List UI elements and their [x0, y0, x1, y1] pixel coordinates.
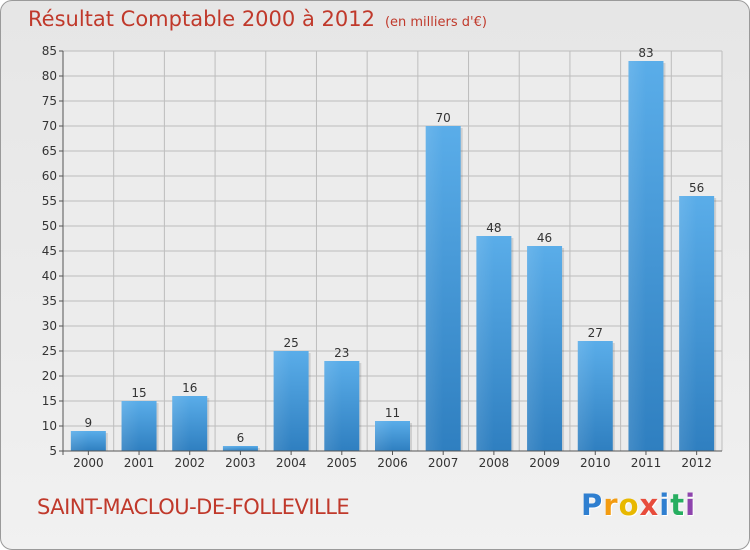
logo-letter: t [670, 488, 686, 522]
bar-value-label: 16 [182, 381, 197, 395]
x-tick-label: 2000 [73, 456, 104, 470]
x-tick-label: 2007 [428, 456, 459, 470]
chart-title-text: Résultat Comptable 2000 à 2012 [28, 7, 375, 31]
bar-highlight [222, 446, 241, 451]
bar-highlight [70, 431, 89, 451]
x-tick-label: 2003 [225, 456, 256, 470]
y-tick-label: 65 [42, 144, 57, 158]
y-tick-label: 50 [42, 219, 57, 233]
x-tick-label: 2001 [124, 456, 155, 470]
y-tick-label: 70 [42, 119, 57, 133]
bar-value-label: 46 [537, 231, 552, 245]
x-tick-label: 2010 [580, 456, 611, 470]
bar-value-label: 83 [638, 46, 653, 60]
y-tick-label: 40 [42, 269, 57, 283]
chart-title: Résultat Comptable 2000 à 2012 (en millie… [28, 7, 487, 31]
bar-highlight [577, 341, 596, 451]
bar-highlight [375, 421, 393, 451]
bar-value-label: 27 [588, 326, 603, 340]
bar-value-label: 56 [689, 181, 704, 195]
y-tick-label: 80 [42, 69, 57, 83]
bar-highlight [425, 126, 444, 451]
bar-highlight [121, 401, 140, 451]
y-tick-label: 25 [42, 344, 57, 358]
proxiti-logo: Proxiti [581, 488, 696, 522]
y-tick-label: 85 [42, 44, 57, 58]
y-tick-label: 45 [42, 244, 57, 258]
chart-unit-note: (en milliers d'€) [384, 15, 487, 30]
logo-letter: P [581, 488, 604, 522]
y-tick-label: 10 [42, 419, 57, 433]
x-tick-label: 2011 [631, 456, 662, 470]
bar-2003 [222, 446, 258, 451]
logo-letter: i [685, 488, 697, 522]
logo-letter: i [659, 488, 671, 522]
x-tick-label: 2002 [174, 456, 205, 470]
x-tick-label: 2004 [276, 456, 307, 470]
bar-highlight [527, 246, 545, 451]
y-tick-label: 30 [42, 319, 57, 333]
bar-value-label: 23 [334, 346, 349, 360]
logo-letter: r [603, 488, 619, 522]
y-tick-label: 75 [42, 94, 57, 108]
bar-highlight [273, 351, 292, 451]
x-tick-label: 2006 [377, 456, 408, 470]
bar-value-label: 6 [237, 431, 245, 445]
bar-value-label: 9 [85, 416, 93, 430]
x-tick-label: 2012 [681, 456, 712, 470]
bar-highlight [172, 396, 190, 451]
bar-value-label: 70 [436, 111, 451, 125]
y-tick-label: 35 [42, 294, 57, 308]
x-tick-label: 2008 [479, 456, 510, 470]
bar-value-label: 15 [131, 386, 146, 400]
bar-highlight [628, 61, 646, 451]
bar-value-label: 11 [385, 406, 400, 420]
commune-name: SAINT-MACLOU-DE-FOLLEVILLE [37, 495, 350, 519]
bar-value-label: 48 [486, 221, 501, 235]
bar-value-label: 25 [283, 336, 298, 350]
x-tick-label: 2009 [529, 456, 560, 470]
y-tick-label: 15 [42, 394, 57, 408]
bar-highlight [476, 236, 494, 451]
y-tick-label: 20 [42, 369, 57, 383]
bar-highlight [679, 196, 697, 451]
x-tick-label: 2005 [327, 456, 358, 470]
logo-letter: o [618, 488, 640, 522]
y-tick-label: 60 [42, 169, 57, 183]
bar-highlight [324, 361, 342, 451]
logo-letter: x [639, 488, 660, 522]
y-tick-label: 55 [42, 194, 57, 208]
y-tick-label: 5 [49, 444, 57, 458]
